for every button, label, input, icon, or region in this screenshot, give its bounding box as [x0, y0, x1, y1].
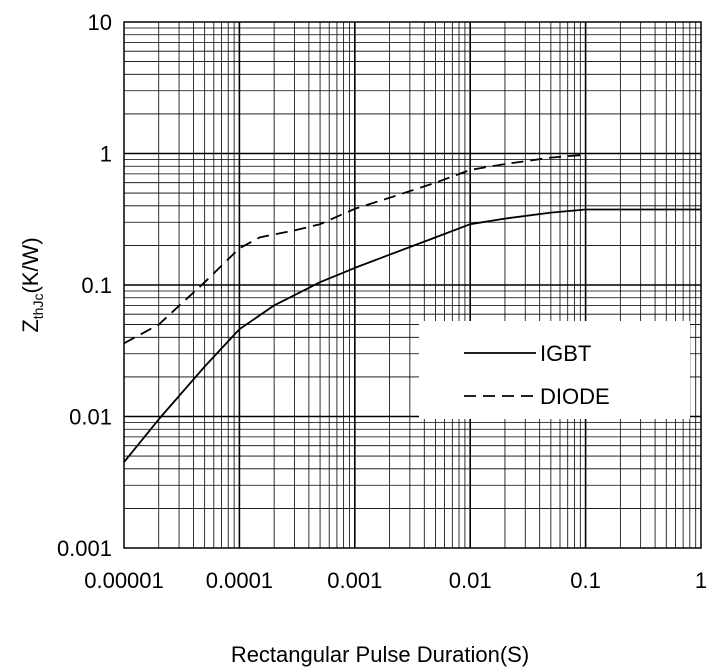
y-tick-label: 0.01: [69, 405, 112, 430]
plot-frame: [123, 21, 702, 549]
legend-box: [419, 321, 690, 419]
x-tick-labels: 0.00001 0.0001 0.001 0.01 0.1 1: [84, 568, 707, 593]
series-line-igbt: [123, 208, 701, 463]
legend-label-igbt: IGBT: [540, 341, 591, 366]
y-axis-label-unit: (K/W): [18, 237, 43, 293]
y-tick-label: 1: [100, 142, 112, 167]
y-tick-labels: 0.001 0.01 0.1 1 10: [57, 10, 112, 561]
y-tick-label: 0.1: [81, 273, 112, 298]
x-tick-label: 1: [695, 568, 707, 593]
y-tick-label: 0.001: [57, 536, 112, 561]
y-axis-label-main: Z: [18, 319, 43, 332]
y-tick-label: 10: [88, 10, 112, 35]
legend-label-diode: DIODE: [540, 384, 610, 409]
legend: IGBT DIODE: [419, 321, 690, 419]
series-layer: [123, 153, 701, 463]
x-axis-label: Rectangular Pulse Duration(S): [231, 642, 529, 667]
x-tick-label: 0.1: [570, 568, 601, 593]
series-line-diode: [123, 153, 586, 345]
x-tick-label: 0.01: [449, 568, 492, 593]
y-axis-label: ZthJc(K/W): [18, 237, 46, 332]
x-tick-label: 0.001: [327, 568, 382, 593]
y-axis-label-sub: thJc: [30, 294, 46, 320]
x-tick-label: 0.00001: [84, 568, 164, 593]
x-tick-label: 0.0001: [206, 568, 273, 593]
